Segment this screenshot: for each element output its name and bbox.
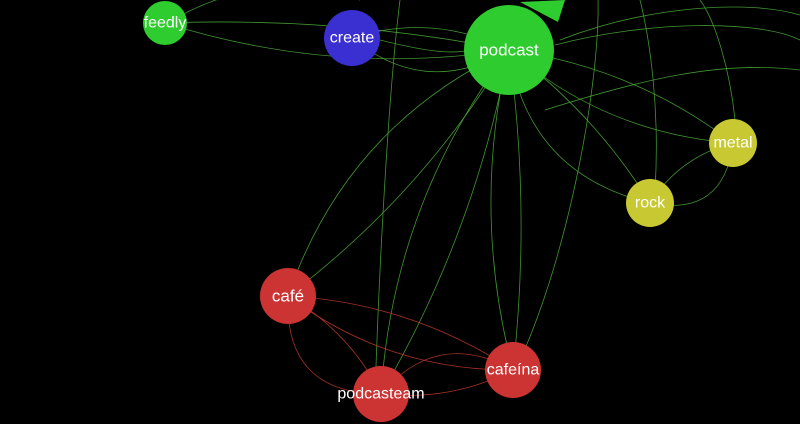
node-circle[interactable] — [709, 119, 757, 167]
edge-offscreen — [374, 0, 401, 396]
node-metal[interactable]: metal — [709, 119, 757, 167]
node-circle[interactable] — [143, 1, 187, 45]
node-circle[interactable] — [485, 342, 541, 398]
edge-podcast-cafeina — [490, 49, 514, 371]
edge-offscreen — [164, 0, 360, 26]
node-layer: feedly create podcast metal rock café cafeína p… — [143, 1, 757, 422]
edge-offscreen — [699, 0, 736, 121]
node-rock[interactable]: rock — [626, 179, 674, 227]
node-cafeina[interactable]: cafeína — [485, 342, 541, 398]
edge-arrow — [520, 0, 565, 22]
edge-podcast-podcasteam-alt — [380, 49, 510, 395]
node-circle[interactable] — [626, 179, 674, 227]
edge-podcast-cafe — [287, 49, 510, 297]
edge-offscreen — [559, 6, 800, 41]
edge-podcast-cafe-alt — [287, 49, 510, 297]
node-circle[interactable] — [464, 5, 554, 95]
node-podcast[interactable]: podcast — [464, 5, 554, 95]
node-cafe[interactable]: café — [260, 268, 316, 324]
edge-cafe-cafeina — [287, 295, 514, 371]
edge-offscreen — [519, 0, 599, 361]
edge-offscreen — [554, 25, 800, 46]
arrow-head-icon — [520, 0, 565, 22]
edge-podcast-podcasteam — [380, 49, 510, 395]
node-circle[interactable] — [353, 366, 409, 422]
node-podcasteam[interactable]: podcasteam — [337, 366, 425, 422]
edge-podcast-cafeina-alt — [508, 49, 522, 371]
node-create[interactable]: create — [324, 10, 380, 66]
node-circle[interactable] — [260, 268, 316, 324]
edge-offscreen — [379, 39, 471, 53]
node-feedly[interactable]: feedly — [143, 1, 187, 45]
node-circle[interactable] — [324, 10, 380, 66]
edge-cafe-cafeina-alt — [287, 295, 514, 371]
